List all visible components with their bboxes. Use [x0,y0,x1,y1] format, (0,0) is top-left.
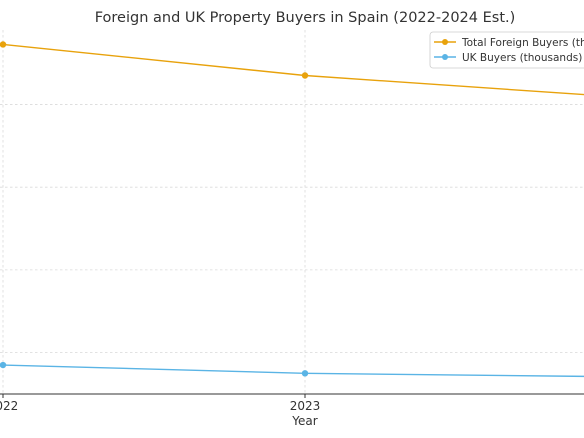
legend-label: UK Buyers (thousands) [462,52,582,64]
legend-label: Total Foreign Buyers (thousands) [461,37,584,49]
x-tick-label: 2023 [290,399,321,413]
legend-swatch-marker [442,39,448,45]
legend: Total Foreign Buyers (thousands) UK Buyer… [429,31,584,69]
chart-title: Foreign and UK Property Buyers in Spain … [95,10,516,26]
x-axis-ticks: 202220232024 [0,394,321,413]
data-point [301,72,309,79]
series-layer [0,41,584,378]
data-point [0,361,7,369]
series-line [2,364,584,378]
x-tick-label: 2022 [0,399,18,413]
x-axis-label: Year [291,414,317,428]
legend-box [429,31,584,69]
data-point [0,41,7,48]
grid [0,30,584,394]
data-point [301,370,309,377]
legend-swatch-marker [442,54,448,60]
